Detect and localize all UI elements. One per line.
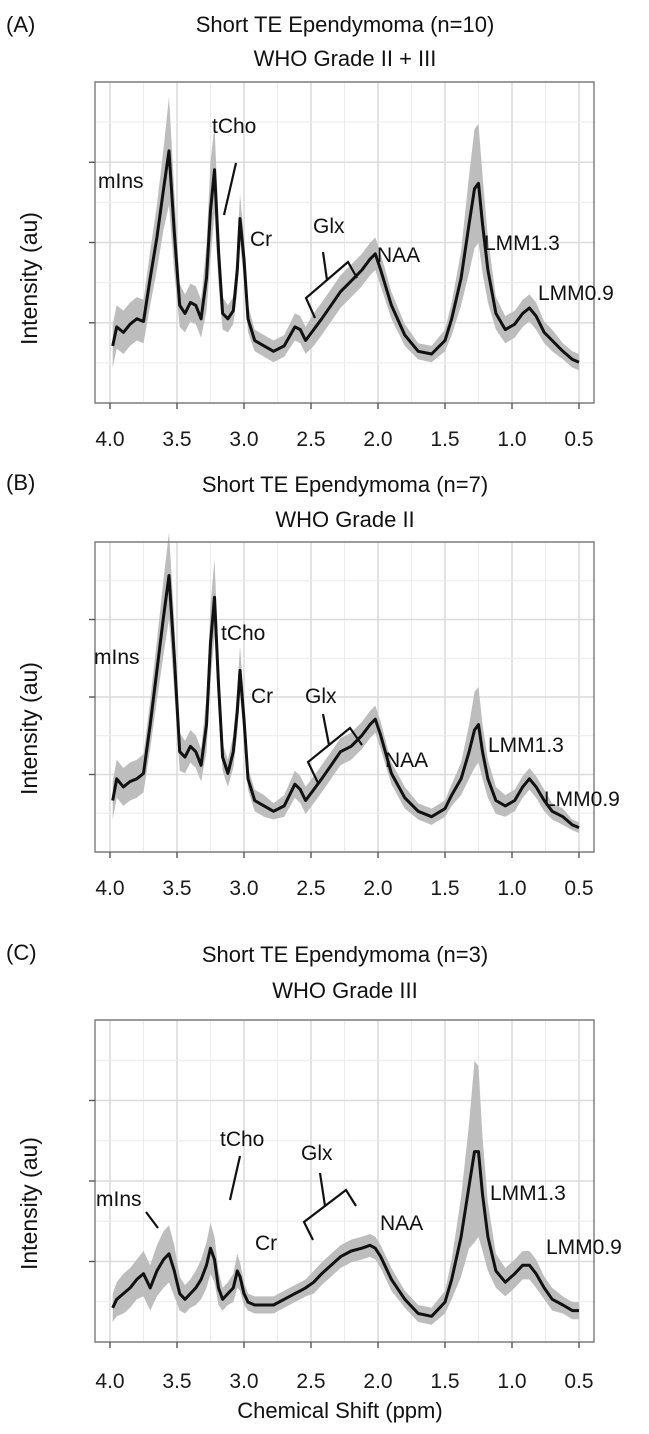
panel-a-x-tick-label: 0.5 bbox=[564, 428, 593, 451]
panel-c-subtitle: WHO Grade III bbox=[272, 978, 418, 1003]
panel-a-label: (A) bbox=[6, 12, 36, 37]
panel-a-annotation-lmm0-9: LMM0.9 bbox=[538, 282, 614, 305]
panel-c-annotation-cr: Cr bbox=[255, 1232, 277, 1255]
panel-a-subtitle: WHO Grade II + III bbox=[253, 46, 437, 71]
panel-a-x-tick-label: 2.5 bbox=[296, 428, 325, 451]
panel-c-annotation-tcho: tCho bbox=[220, 1128, 264, 1151]
x-axis-label: Chemical Shift (ppm) bbox=[237, 1398, 443, 1423]
panel-b-annotation-lmm0-9: LMM0.9 bbox=[544, 788, 620, 811]
panel-c-glx-pointer bbox=[318, 1172, 327, 1207]
panel-c-annotation-glx: Glx bbox=[301, 1142, 333, 1165]
panel-c-annotation-mins: mIns bbox=[96, 1188, 142, 1211]
panel-c-annotation-lmm1-3: LMM1.3 bbox=[490, 1182, 566, 1205]
panel-c-label: (C) bbox=[6, 940, 37, 965]
panel-a-x-tick-label: 1.0 bbox=[497, 428, 526, 451]
panel-c-mean-spectrum bbox=[111, 1150, 579, 1318]
panel-a-x-tick-label: 4.0 bbox=[95, 428, 124, 451]
panel-a-x-tick-label: 2.0 bbox=[363, 428, 392, 451]
panel-c-x-tick-label: 1.5 bbox=[430, 1370, 459, 1393]
panel-a-mean-spectrum bbox=[111, 149, 580, 364]
panel-a-tcho-pointer bbox=[222, 162, 238, 216]
panel-a-sd-band bbox=[112, 96, 579, 371]
panel-b-x-tick-label: 3.0 bbox=[229, 877, 258, 900]
panel-a-x-tick-label: 1.5 bbox=[430, 428, 459, 451]
panel-b-x-tick-label: 4.0 bbox=[95, 877, 124, 900]
panel-b-x-tick-label: 2.5 bbox=[296, 877, 325, 900]
panel-a-annotation-mins: mIns bbox=[98, 170, 144, 193]
panel-c-x-tick-label: 4.0 bbox=[95, 1370, 124, 1393]
panel-c-annotation-lmm0-9: LMM0.9 bbox=[546, 1236, 622, 1259]
panel-a-annotation-glx: Glx bbox=[313, 215, 345, 238]
panel-b-x-tick-label: 0.5 bbox=[564, 877, 593, 900]
panel-c-x-tick-label: 3.0 bbox=[229, 1370, 258, 1393]
panel-c-tcho-pointer bbox=[228, 1155, 242, 1201]
panel-b-annotation-mins: mIns bbox=[94, 646, 140, 669]
panel-b-glx-pointer bbox=[321, 713, 331, 746]
panel-b-annotation-cr: Cr bbox=[251, 685, 273, 708]
panel-b-sd-band bbox=[112, 532, 579, 833]
panel-c-annotation-naa: NAA bbox=[380, 1212, 423, 1235]
panel-b-label: (B) bbox=[6, 470, 36, 495]
panel-a-annotation-tcho: tCho bbox=[212, 115, 256, 138]
panel-b-x-tick-label: 1.5 bbox=[430, 877, 459, 900]
panel-b-annotation-glx: Glx bbox=[305, 685, 337, 708]
panel-c-mins-pointer bbox=[145, 1211, 159, 1229]
panel-c-x-tick-label: 2.0 bbox=[363, 1370, 392, 1393]
panel-b-x-tick-label: 3.5 bbox=[162, 877, 191, 900]
panel-a-glx-pointer bbox=[321, 251, 329, 281]
panel-b-title: Short TE Ependymoma (n=7) bbox=[201, 472, 489, 497]
panel-a-annotation-lmm1-3: LMM1.3 bbox=[484, 232, 560, 255]
panel-a-annotation-naa: NAA bbox=[377, 244, 420, 267]
panel-b-subtitle: WHO Grade II bbox=[275, 507, 415, 532]
panel-b-annotation-lmm1-3: LMM1.3 bbox=[488, 734, 564, 757]
panel-a-title: Short TE Ependymoma (n=10) bbox=[195, 12, 495, 37]
panel-b-x-tick-label: 1.0 bbox=[497, 877, 526, 900]
panel-a-x-tick-label: 3.0 bbox=[229, 428, 258, 451]
panel-b-annotation-naa: NAA bbox=[385, 749, 428, 772]
panel-c-x-tick-label: 3.5 bbox=[162, 1370, 191, 1393]
panel-c-x-tick-label: 2.5 bbox=[296, 1370, 325, 1393]
panel-c-title: Short TE Ependymoma (n=3) bbox=[201, 942, 489, 967]
panel-c-x-tick-label: 1.0 bbox=[497, 1370, 526, 1393]
panel-a-x-tick-label: 3.5 bbox=[162, 428, 191, 451]
panel-c-sd-band bbox=[112, 1060, 579, 1325]
panel-c-x-tick-label: 0.5 bbox=[564, 1370, 593, 1393]
panel-b-mean-spectrum bbox=[111, 574, 580, 829]
panel-b-x-tick-label: 2.0 bbox=[363, 877, 392, 900]
panel-b-annotation-tcho: tCho bbox=[221, 622, 265, 645]
panel-a-annotation-cr: Cr bbox=[250, 228, 272, 251]
